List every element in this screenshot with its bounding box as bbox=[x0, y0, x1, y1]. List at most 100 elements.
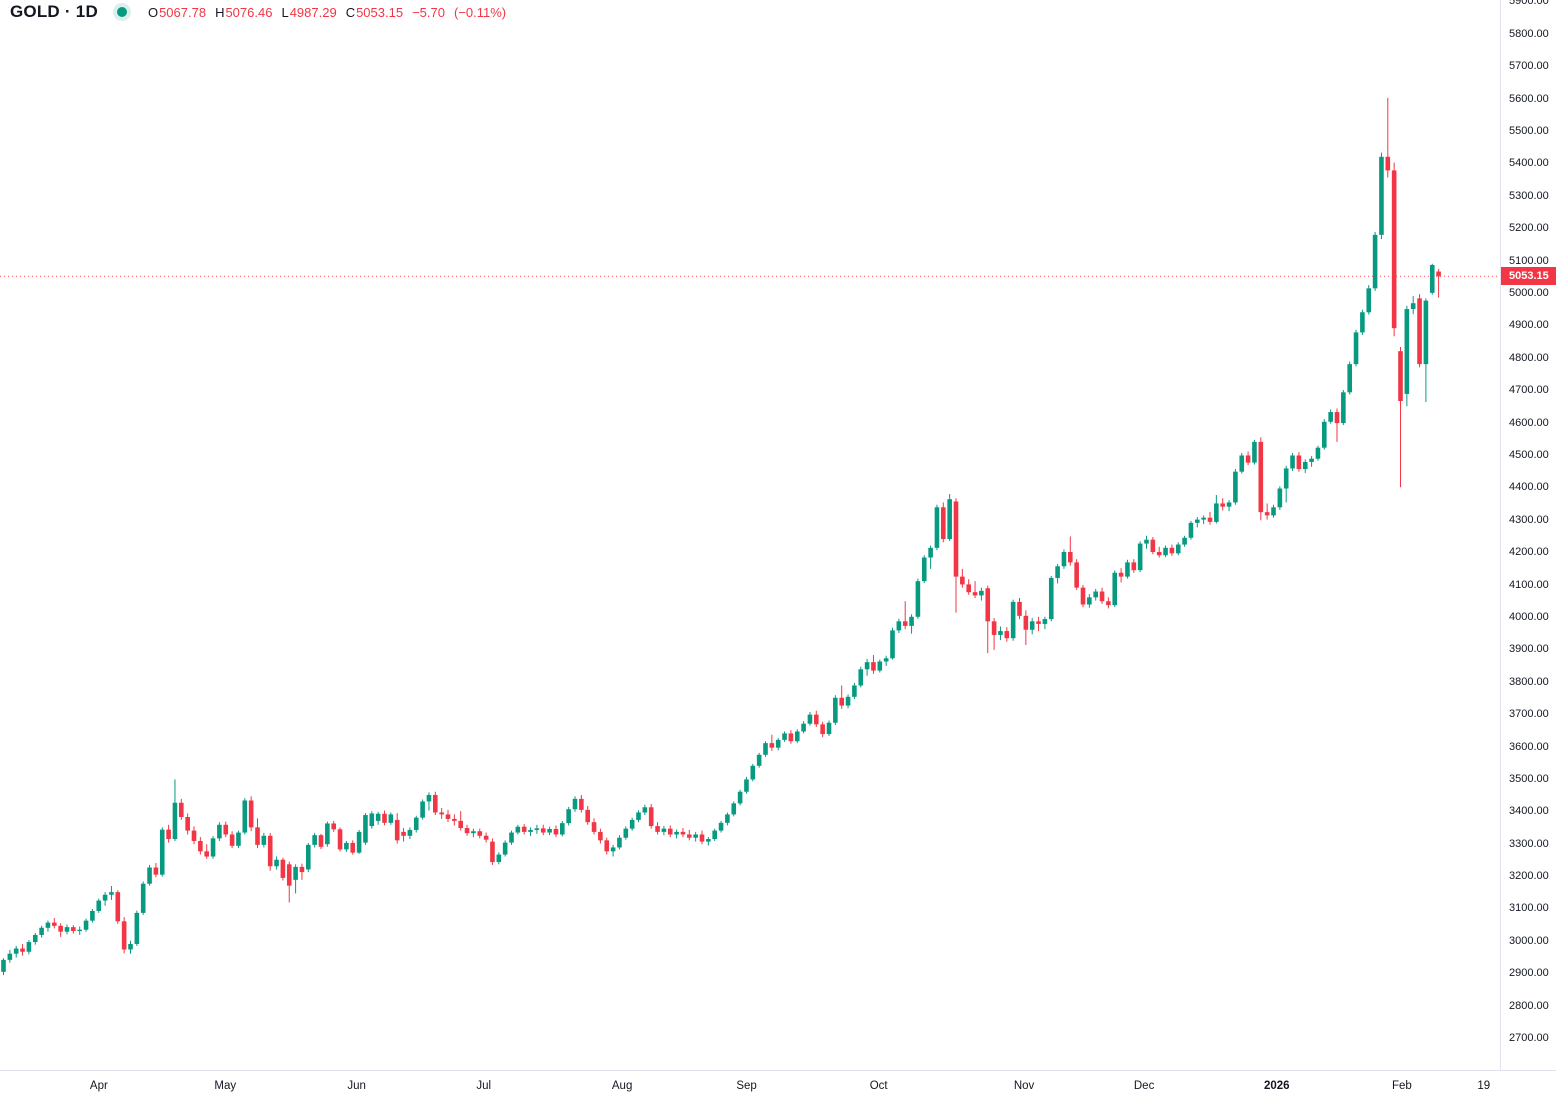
candle[interactable] bbox=[788, 730, 794, 744]
candle[interactable] bbox=[134, 910, 140, 946]
candle[interactable] bbox=[1347, 361, 1352, 395]
candle[interactable] bbox=[1048, 575, 1054, 622]
candle[interactable] bbox=[1391, 162, 1397, 337]
candle[interactable] bbox=[445, 809, 451, 823]
candle[interactable] bbox=[1055, 563, 1060, 584]
candle[interactable] bbox=[1182, 535, 1187, 547]
candle[interactable] bbox=[502, 840, 508, 857]
candle[interactable] bbox=[191, 826, 197, 845]
candle[interactable] bbox=[915, 578, 921, 619]
candle[interactable] bbox=[490, 838, 495, 865]
candle[interactable] bbox=[1271, 504, 1276, 518]
candle[interactable] bbox=[420, 799, 425, 820]
candle[interactable] bbox=[267, 832, 273, 871]
candle[interactable] bbox=[1112, 570, 1118, 608]
symbol-title[interactable]: GOLD · 1D bbox=[10, 2, 98, 22]
candle[interactable] bbox=[1296, 452, 1302, 472]
candle[interactable] bbox=[388, 812, 394, 825]
candle[interactable] bbox=[147, 864, 152, 886]
candle[interactable] bbox=[1106, 597, 1111, 609]
candle[interactable] bbox=[363, 813, 368, 845]
candle[interactable] bbox=[1042, 616, 1048, 630]
candle[interactable] bbox=[128, 940, 133, 954]
candle[interactable] bbox=[833, 695, 838, 725]
candle[interactable] bbox=[1353, 329, 1359, 367]
candle[interactable] bbox=[794, 729, 800, 744]
candle[interactable] bbox=[1252, 439, 1257, 465]
candle[interactable] bbox=[121, 917, 127, 954]
candle[interactable] bbox=[306, 842, 311, 873]
candle[interactable] bbox=[261, 832, 267, 848]
candle[interactable] bbox=[591, 818, 597, 835]
candle[interactable] bbox=[242, 798, 248, 835]
candle[interactable] bbox=[102, 892, 108, 906]
candle[interactable] bbox=[439, 807, 444, 819]
candle[interactable] bbox=[1068, 536, 1073, 566]
candle[interactable] bbox=[477, 828, 483, 839]
candle[interactable] bbox=[540, 824, 546, 836]
candle[interactable] bbox=[610, 844, 616, 857]
candle[interactable] bbox=[1144, 535, 1149, 549]
candle[interactable] bbox=[572, 796, 578, 812]
candle[interactable] bbox=[991, 618, 997, 650]
candle[interactable] bbox=[153, 862, 159, 878]
candle[interactable] bbox=[763, 741, 768, 757]
candle[interactable] bbox=[1029, 618, 1035, 635]
candle[interactable] bbox=[318, 833, 324, 850]
candle[interactable] bbox=[1309, 456, 1314, 467]
candle[interactable] bbox=[1385, 97, 1391, 178]
candle[interactable] bbox=[1087, 594, 1092, 608]
candle[interactable] bbox=[623, 826, 629, 840]
candle[interactable] bbox=[864, 658, 870, 676]
candle[interactable] bbox=[1175, 542, 1181, 556]
candle[interactable] bbox=[77, 926, 82, 935]
candle[interactable] bbox=[1233, 469, 1238, 505]
candle[interactable] bbox=[337, 827, 343, 852]
candle[interactable] bbox=[667, 825, 673, 838]
candle[interactable] bbox=[115, 890, 121, 924]
candle[interactable] bbox=[902, 601, 908, 630]
candle[interactable] bbox=[1417, 294, 1422, 368]
candle[interactable] bbox=[1258, 437, 1264, 521]
candle[interactable] bbox=[725, 812, 730, 826]
candle[interactable] bbox=[350, 840, 356, 855]
candle[interactable] bbox=[325, 821, 330, 847]
candle[interactable] bbox=[223, 821, 229, 838]
candle[interactable] bbox=[1245, 451, 1251, 466]
candle[interactable] bbox=[375, 811, 381, 825]
candle[interactable] bbox=[312, 832, 317, 848]
candle[interactable] bbox=[1366, 285, 1372, 315]
candle[interactable] bbox=[179, 798, 184, 820]
candle[interactable] bbox=[769, 734, 775, 751]
candle[interactable] bbox=[1137, 541, 1143, 573]
candle[interactable] bbox=[1125, 559, 1130, 579]
candle[interactable] bbox=[1398, 346, 1403, 488]
candle[interactable] bbox=[515, 824, 521, 835]
candle[interactable] bbox=[598, 828, 603, 844]
price-axis[interactable]: 5053.15 5900.00 5800.00 5700.00 5600.00 5500… bbox=[1500, 0, 1556, 1070]
candle[interactable] bbox=[369, 811, 375, 829]
candle[interactable] bbox=[1118, 568, 1124, 583]
candle[interactable] bbox=[1195, 517, 1200, 528]
candle[interactable] bbox=[960, 568, 965, 588]
candle[interactable] bbox=[496, 852, 502, 865]
candle[interactable] bbox=[64, 924, 70, 935]
candlestick-chart[interactable] bbox=[0, 0, 1500, 1070]
candle[interactable] bbox=[877, 659, 883, 673]
candle[interactable] bbox=[1404, 305, 1410, 407]
candle[interactable] bbox=[921, 555, 927, 584]
candle[interactable] bbox=[629, 817, 635, 831]
candle[interactable] bbox=[210, 836, 216, 859]
candle[interactable] bbox=[280, 857, 286, 881]
candle[interactable] bbox=[1061, 549, 1067, 569]
candle[interactable] bbox=[1093, 588, 1098, 601]
candle[interactable] bbox=[553, 825, 559, 838]
candle[interactable] bbox=[1372, 231, 1378, 291]
candle[interactable] bbox=[814, 710, 819, 727]
candle[interactable] bbox=[560, 820, 565, 837]
candle[interactable] bbox=[1017, 598, 1022, 620]
candle[interactable] bbox=[979, 587, 984, 601]
candle[interactable] bbox=[1220, 498, 1225, 511]
candle[interactable] bbox=[71, 925, 76, 934]
candle[interactable] bbox=[953, 498, 959, 613]
